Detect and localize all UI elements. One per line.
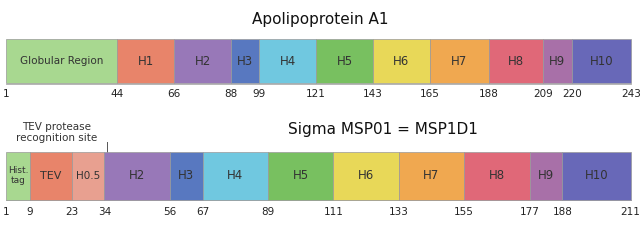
Bar — [429, 39, 489, 83]
Bar — [464, 152, 529, 200]
Bar — [563, 152, 630, 200]
Text: 111: 111 — [323, 207, 343, 217]
Bar — [399, 152, 464, 200]
Text: Globular Region: Globular Region — [20, 56, 104, 66]
Bar — [231, 39, 259, 83]
Bar — [117, 39, 174, 83]
Text: H10: H10 — [584, 169, 608, 182]
Bar — [72, 152, 104, 200]
Text: H4: H4 — [280, 54, 296, 68]
Bar — [489, 39, 543, 83]
Text: H5: H5 — [292, 169, 308, 182]
Text: H0.5: H0.5 — [76, 171, 100, 181]
Bar — [333, 152, 399, 200]
Text: H3: H3 — [178, 169, 195, 182]
Bar — [203, 152, 268, 200]
Text: 243: 243 — [621, 89, 640, 99]
Bar — [6, 39, 117, 83]
Text: 67: 67 — [196, 207, 209, 217]
Text: 133: 133 — [389, 207, 409, 217]
Bar — [316, 39, 373, 83]
Bar — [529, 152, 563, 200]
Text: H9: H9 — [538, 169, 554, 182]
Text: H3: H3 — [237, 54, 253, 68]
Text: 1: 1 — [3, 89, 10, 99]
Text: 188: 188 — [479, 89, 499, 99]
Text: Apolipoprotein A1: Apolipoprotein A1 — [252, 12, 388, 27]
Text: 188: 188 — [552, 207, 572, 217]
Text: 23: 23 — [65, 207, 79, 217]
Bar — [170, 152, 203, 200]
Text: 89: 89 — [261, 207, 275, 217]
Bar — [174, 39, 231, 83]
Text: 143: 143 — [363, 89, 383, 99]
Text: Sigma MSP01 = MSP1D1: Sigma MSP01 = MSP1D1 — [288, 122, 477, 137]
Bar — [6, 152, 30, 200]
Text: 1: 1 — [3, 207, 10, 217]
Text: 9: 9 — [27, 207, 33, 217]
Text: 56: 56 — [163, 207, 177, 217]
Text: 155: 155 — [454, 207, 474, 217]
Text: H7: H7 — [423, 169, 440, 182]
Text: H5: H5 — [337, 54, 353, 68]
Bar — [104, 152, 170, 200]
Text: H6: H6 — [393, 54, 410, 68]
Bar — [268, 152, 333, 200]
Text: 44: 44 — [111, 89, 124, 99]
Text: 121: 121 — [306, 89, 326, 99]
Text: H7: H7 — [451, 54, 467, 68]
Bar — [30, 152, 72, 200]
Text: 88: 88 — [225, 89, 237, 99]
Text: 220: 220 — [562, 89, 582, 99]
Text: 165: 165 — [420, 89, 440, 99]
Bar — [572, 39, 631, 83]
Text: 34: 34 — [98, 207, 111, 217]
Bar — [259, 39, 316, 83]
Text: TEV protease
recognition site: TEV protease recognition site — [16, 122, 97, 143]
Text: 209: 209 — [533, 89, 553, 99]
Text: H6: H6 — [358, 169, 374, 182]
Bar — [373, 39, 429, 83]
Text: 66: 66 — [168, 89, 180, 99]
Text: H8: H8 — [508, 54, 524, 68]
Text: H4: H4 — [227, 169, 243, 182]
Text: 211: 211 — [621, 207, 640, 217]
Text: TEV: TEV — [40, 171, 61, 181]
Text: H1: H1 — [138, 54, 154, 68]
Text: Hist.
tag: Hist. tag — [8, 166, 29, 185]
Text: 99: 99 — [253, 89, 266, 99]
Bar — [543, 39, 572, 83]
Text: 177: 177 — [520, 207, 540, 217]
Text: H10: H10 — [589, 54, 613, 68]
Text: H9: H9 — [549, 54, 566, 68]
Text: H2: H2 — [129, 169, 145, 182]
Text: H2: H2 — [195, 54, 211, 68]
Text: H8: H8 — [489, 169, 505, 182]
